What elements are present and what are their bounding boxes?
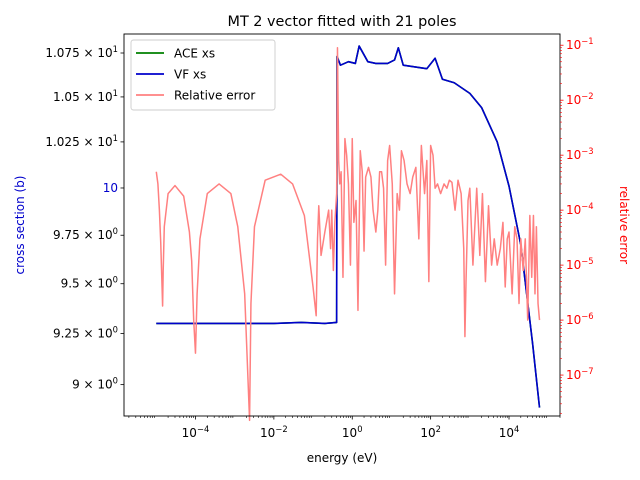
y-right-tick-label-exponent: −6	[581, 311, 593, 321]
y-right-tick-label-base: 10	[566, 203, 581, 217]
y-left-tick-label-exponent: 1	[113, 44, 118, 54]
plot-frame	[123, 33, 561, 417]
x-tick-label: 100	[342, 424, 363, 440]
y-left-tick-label-base: 9.75 × 10	[53, 228, 113, 242]
y-right-tick-label: 10−5	[566, 256, 594, 272]
y-left-tick-label-exponent: 0	[113, 324, 118, 334]
y-right-tick-label-exponent: −7	[581, 366, 593, 376]
y-left-tick-label: 9.25 × 100	[53, 324, 118, 340]
y-right-tick-label-exponent: −1	[581, 36, 593, 46]
y-left-tick-label: 10	[103, 181, 118, 195]
legend-label: Relative error	[174, 89, 255, 103]
y-left-tick-label: 1.075 × 101	[45, 44, 118, 60]
y-left-tick-label-base: 9.25 × 10	[53, 326, 113, 340]
y-right-tick-label: 10−6	[566, 311, 594, 327]
y-left-tick-label-base: 9 × 10	[72, 378, 113, 392]
legend-frame	[130, 39, 276, 111]
y-left-tick-label: 1.025 × 101	[45, 133, 118, 149]
y-right-tick-label-exponent: −5	[581, 256, 593, 266]
y-left-tick-label-exponent: 0	[113, 275, 118, 285]
x-tick-label-exponent: −2	[275, 424, 287, 434]
y-left-tick-label-base: 1.025 × 10	[45, 135, 112, 149]
x-tick-label-exponent: 4	[514, 424, 519, 434]
x-tick-label-base: 10	[182, 426, 197, 440]
legend: ACE xs VF xs Relative error	[130, 39, 276, 111]
x-tick-label-exponent: 0	[357, 424, 362, 434]
y-right-tick-label-base: 10	[566, 38, 581, 52]
y-left-tick-label-exponent: 1	[113, 133, 118, 143]
x-tick-label: 10−2	[260, 424, 288, 440]
x-tick-label-exponent: −4	[197, 424, 209, 434]
y-right-tick-label-base: 10	[566, 368, 581, 382]
legend-label: VF xs	[174, 68, 206, 82]
y-axis-left-label: cross section (b)	[13, 176, 27, 275]
y-right-tick-label: 10−3	[566, 146, 594, 162]
x-tick-label-base: 10	[260, 426, 275, 440]
y-right-tick-label: 10−7	[566, 366, 594, 382]
x-tick-label-base: 10	[420, 426, 435, 440]
y-right-tick-label-base: 10	[566, 93, 581, 107]
y-right-tick-label-base: 10	[566, 258, 581, 272]
y-left-tick-label-exponent: 1	[113, 88, 118, 98]
series-line-relative-error	[155, 46, 541, 422]
x-tick-label-base: 10	[342, 426, 357, 440]
x-tick-label: 102	[420, 424, 441, 440]
y-left-tick-label-exponent: 0	[113, 376, 118, 386]
y-right-tick-label-base: 10	[566, 313, 581, 327]
y-axis-right-label: relative error	[617, 186, 631, 264]
y-left-tick-label-base: 1.075 × 10	[45, 46, 112, 60]
y-right-tick-label: 10−4	[566, 201, 594, 217]
y-right-tick-label-exponent: −3	[581, 146, 593, 156]
y-left-tick-label-base: 9.5 × 10	[61, 277, 113, 291]
x-tick-label-exponent: 2	[436, 424, 441, 434]
y-left-tick-label: 9 × 100	[72, 376, 118, 392]
y-left-tick-label-base: 1.05 × 10	[53, 90, 113, 104]
x-axis: 10−4 10−2 100 102 104	[128, 416, 561, 440]
y-left-tick-label: 9.75 × 100	[53, 226, 118, 242]
x-tick-label: 10−4	[182, 424, 210, 440]
y-axis-right: 10−710−610−510−410−310−210−1	[560, 36, 594, 414]
y-right-tick-label-exponent: −2	[581, 91, 593, 101]
legend-label: ACE xs	[174, 47, 215, 61]
chart-title: MT 2 vector fitted with 21 poles	[228, 14, 457, 30]
x-tick-label: 104	[499, 424, 520, 440]
y-right-tick-label: 10−2	[566, 91, 594, 107]
x-tick-label-base: 10	[499, 426, 514, 440]
x-axis-label: energy (eV)	[307, 451, 378, 465]
y-right-tick-label-exponent: −4	[581, 201, 593, 211]
y-left-tick-label-exponent: 0	[113, 226, 118, 236]
y-left-tick-label: 1.05 × 101	[53, 88, 118, 104]
series-line-vf-xs	[156, 45, 541, 408]
y-left-tick-label: 9.5 × 100	[61, 275, 118, 291]
y-right-tick-label: 10−1	[566, 36, 594, 52]
series-layer	[155, 45, 541, 422]
y-right-tick-label-base: 10	[566, 148, 581, 162]
